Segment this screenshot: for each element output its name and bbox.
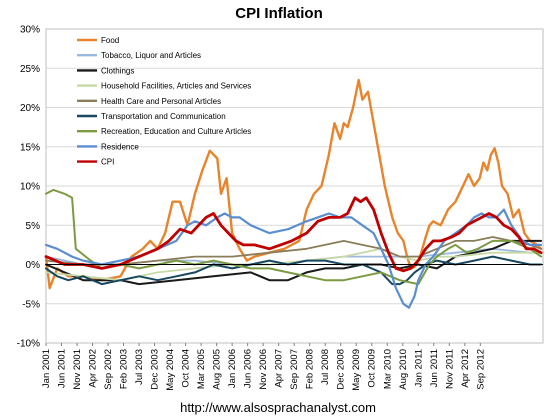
y-tick-label: 20% xyxy=(20,103,40,114)
series-line-6 xyxy=(45,188,543,286)
x-tick-label: Jun 2006 xyxy=(243,349,254,388)
y-tick-label: 30% xyxy=(20,25,40,36)
legend-item-label: Recreation, Education and Culture Articl… xyxy=(101,127,251,136)
legend-item-label: Residence xyxy=(101,142,139,151)
x-tick-label: Feb 2008 xyxy=(305,349,316,389)
x-tick-label: Apr 2002 xyxy=(88,349,99,388)
legend-item-label: Food xyxy=(101,36,119,45)
x-tick-label: Nov 2006 xyxy=(258,349,269,390)
gridlines xyxy=(45,28,544,344)
x-tick-label: Jan 2006 xyxy=(227,349,238,388)
x-tick-label: Jul 2008 xyxy=(320,349,331,385)
footer-url: http://www.alsosprachanalyst.com xyxy=(180,400,376,415)
series-line-5 xyxy=(45,255,543,286)
legend-item-label: Household Facilities, Articles and Servi… xyxy=(101,82,251,91)
x-tick-label: May 2009 xyxy=(351,349,362,391)
series-group xyxy=(44,78,543,309)
x-tick-label: Aug 2005 xyxy=(212,349,223,390)
x-tick-label: Oct 2009 xyxy=(367,349,378,388)
series-line-3 xyxy=(45,247,542,282)
x-tick-label: Jun 2001 xyxy=(57,349,68,388)
x-tick-label: Sep 2002 xyxy=(103,349,114,390)
chart-title: CPI Inflation xyxy=(235,5,323,22)
y-tick-label: 0% xyxy=(26,260,41,271)
y-tick-label: 15% xyxy=(20,142,40,153)
x-tick-label: Nov 2011 xyxy=(444,349,455,389)
x-tick-label: Dec 2008 xyxy=(336,349,347,390)
legend-item-label: Health Care and Personal Articles xyxy=(101,97,221,106)
series-line-0 xyxy=(44,78,543,290)
x-tick-label: Jun 2011 xyxy=(429,349,440,387)
legend: Food Tobacco, Liquor and Articles Clothing… xyxy=(77,36,251,167)
legend-item-label: CPI xyxy=(101,158,114,167)
y-tick-label: -10% xyxy=(17,339,40,350)
x-tick-label: Jan 2001 xyxy=(41,349,52,388)
x-tick-label: Dec 2003 xyxy=(150,349,161,390)
x-tick-label: Feb 2003 xyxy=(119,349,130,389)
x-tick-label: Apr 2012 xyxy=(460,349,471,388)
x-tick-label: Jan 2011 xyxy=(413,349,424,387)
x-tick-label: Apr 2007 xyxy=(274,349,285,388)
x-tick-label: May 2004 xyxy=(165,349,176,391)
x-tick-label: Mar 2005 xyxy=(196,349,207,389)
y-tick-label: 10% xyxy=(20,182,40,193)
y-tick-label: 5% xyxy=(26,221,41,232)
series-line-8 xyxy=(44,196,543,273)
x-tick-label: Oct 2004 xyxy=(181,349,192,388)
series-line-4 xyxy=(45,236,542,266)
x-tick-label: Aug 2010 xyxy=(398,349,409,390)
y-axis: -10% -5% 0% 5% 10% 15% 20% 25% 30% xyxy=(17,25,40,350)
legend-item-label: Transportation and Communication xyxy=(101,112,226,121)
series-line-7 xyxy=(44,208,543,309)
legend-item-label: Clothings xyxy=(101,66,134,75)
x-axis: Jan 2001 Jun 2001 Nov 2001 Apr 2002 Sep 2002… xyxy=(41,343,486,391)
y-tick-label: -5% xyxy=(22,299,40,310)
x-tick-label: Jul 2003 xyxy=(134,349,145,385)
x-tick-label: Nov 2001 xyxy=(72,349,83,390)
y-tick-label: 25% xyxy=(20,64,40,75)
x-tick-label: Sep 2007 xyxy=(289,349,300,390)
x-tick-label: Sep 2012 xyxy=(475,349,486,390)
x-tick-label: Mar 2010 xyxy=(382,349,393,389)
series-line-2 xyxy=(45,239,543,286)
legend-item-label: Tobacco, Liquor and Articles xyxy=(101,51,201,60)
